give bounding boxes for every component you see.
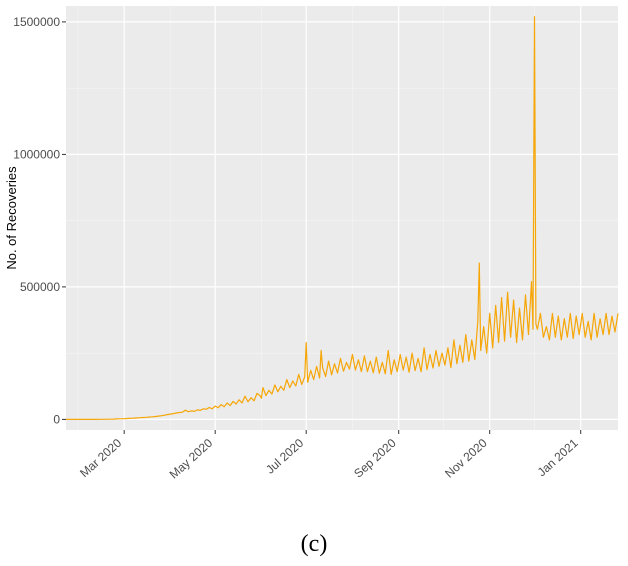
recoveries-line-chart: 050000010000001500000Mar 2020May 2020Jul… [0, 0, 628, 520]
y-axis-label: No. of Recoveries [4, 166, 19, 270]
y-tick-label: 1000000 [13, 147, 60, 161]
y-tick-label: 1500000 [13, 15, 60, 29]
y-tick-label: 0 [53, 412, 60, 426]
subfigure-caption: (c) [0, 531, 628, 558]
y-tick-label: 500000 [20, 280, 60, 294]
